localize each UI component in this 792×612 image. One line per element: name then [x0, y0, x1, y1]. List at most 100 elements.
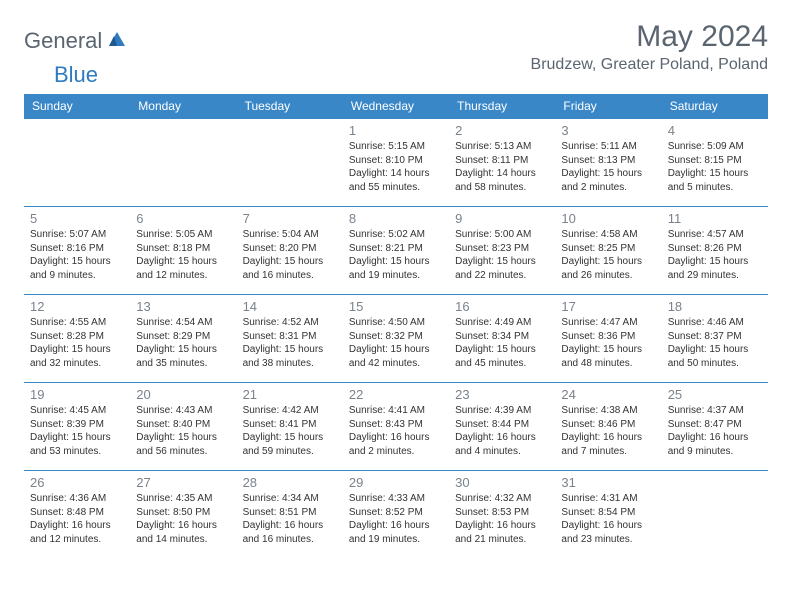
day-number: 7 [243, 211, 337, 226]
day-cell: 13Sunrise: 4:54 AMSunset: 8:29 PMDayligh… [130, 295, 236, 383]
day-cell: 26 Sunrise: 4:36 AMSunset: 8:48 PMDayligh… [24, 471, 130, 559]
day-number: 10 [561, 211, 655, 226]
day-cell-empty [662, 471, 768, 559]
day-header-tuesday: Tuesday [237, 94, 343, 119]
calendar-page: General May 2024 Brudzew, Greater Poland… [0, 0, 792, 579]
day-number: 4 [668, 123, 762, 138]
day-number: 22 [349, 387, 443, 402]
day-cell: 29 Sunrise: 4:33 AMSunset: 8:52 PMDayligh… [343, 471, 449, 559]
day-header-thursday: Thursday [449, 94, 555, 119]
day-info: Sunrise: 4:31 AMSunset: 8:54 PMDaylight:… [561, 492, 655, 546]
day-number: 31 [561, 475, 655, 490]
month-title: May 2024 [531, 20, 768, 54]
day-number: 1 [349, 123, 443, 138]
day-info: Sunrise: 4:33 AMSunset: 8:52 PMDaylight:… [349, 492, 443, 546]
day-cell: 8 Sunrise: 5:02 AMSunset: 8:21 PMDaylight… [343, 207, 449, 295]
day-number: 24 [561, 387, 655, 402]
day-info: Sunrise: 4:55 AMSunset: 8:28 PMDaylight:… [30, 316, 124, 370]
day-number: 17 [561, 299, 655, 314]
day-cell: 25Sunrise: 4:37 AMSunset: 8:47 PMDayligh… [662, 383, 768, 471]
day-number: 27 [136, 475, 230, 490]
day-number: 29 [349, 475, 443, 490]
day-number: 30 [455, 475, 549, 490]
day-header-wednesday: Wednesday [343, 94, 449, 119]
day-info: Sunrise: 4:39 AMSunset: 8:44 PMDaylight:… [455, 404, 549, 458]
day-info: Sunrise: 4:41 AMSunset: 8:43 PMDaylight:… [349, 404, 443, 458]
day-cell: 14Sunrise: 4:52 AMSunset: 8:31 PMDayligh… [237, 295, 343, 383]
day-number: 26 [30, 475, 124, 490]
day-cell: 7 Sunrise: 5:04 AMSunset: 8:20 PMDaylight… [237, 207, 343, 295]
day-number: 23 [455, 387, 549, 402]
day-cell: 22 Sunrise: 4:41 AMSunset: 8:43 PMDayligh… [343, 383, 449, 471]
day-info: Sunrise: 4:47 AMSunset: 8:36 PMDaylight:… [561, 316, 655, 370]
day-number: 12 [30, 299, 124, 314]
day-info: Sunrise: 4:37 AMSunset: 8:47 PMDaylight:… [668, 404, 762, 458]
day-number: 11 [668, 211, 762, 226]
day-cell: 19 Sunrise: 4:45 AMSunset: 8:39 PMDayligh… [24, 383, 130, 471]
day-number: 2 [455, 123, 549, 138]
calendar-week-row: 1 Sunrise: 5:15 AMSunset: 8:10 PMDaylight… [24, 119, 768, 207]
day-info: Sunrise: 5:13 AMSunset: 8:11 PMDaylight:… [455, 140, 549, 194]
calendar-table: SundayMondayTuesdayWednesdayThursdayFrid… [24, 94, 768, 559]
day-cell: 31 Sunrise: 4:31 AMSunset: 8:54 PMDayligh… [555, 471, 661, 559]
day-header-sunday: Sunday [24, 94, 130, 119]
day-cell: 20 Sunrise: 4:43 AMSunset: 8:40 PMDayligh… [130, 383, 236, 471]
day-cell: 9Sunrise: 5:00 AMSunset: 8:23 PMDaylight… [449, 207, 555, 295]
day-info: Sunrise: 5:04 AMSunset: 8:20 PMDaylight:… [243, 228, 337, 282]
day-cell: 17 Sunrise: 4:47 AMSunset: 8:36 PMDayligh… [555, 295, 661, 383]
logo: General [24, 28, 129, 54]
day-cell: 12 Sunrise: 4:55 AMSunset: 8:28 PMDayligh… [24, 295, 130, 383]
day-info: Sunrise: 4:54 AMSunset: 8:29 PMDaylight:… [136, 316, 230, 370]
logo-sail-icon [107, 30, 127, 53]
day-info: Sunrise: 4:42 AMSunset: 8:41 PMDaylight:… [243, 404, 337, 458]
day-info: Sunrise: 4:34 AMSunset: 8:51 PMDaylight:… [243, 492, 337, 546]
day-info: Sunrise: 5:15 AMSunset: 8:10 PMDaylight:… [349, 140, 443, 194]
day-number: 5 [30, 211, 124, 226]
day-cell: 5 Sunrise: 5:07 AMSunset: 8:16 PMDaylight… [24, 207, 130, 295]
day-info: Sunrise: 5:05 AMSunset: 8:18 PMDaylight:… [136, 228, 230, 282]
day-number: 18 [668, 299, 762, 314]
day-number: 20 [136, 387, 230, 402]
day-cell: 2 Sunrise: 5:13 AMSunset: 8:11 PMDaylight… [449, 119, 555, 207]
logo-text-blue: Blue [54, 62, 792, 88]
day-info: Sunrise: 4:46 AMSunset: 8:37 PMDaylight:… [668, 316, 762, 370]
day-cell: 6Sunrise: 5:05 AMSunset: 8:18 PMDaylight… [130, 207, 236, 295]
day-cell: 21 Sunrise: 4:42 AMSunset: 8:41 PMDayligh… [237, 383, 343, 471]
day-cell: 1 Sunrise: 5:15 AMSunset: 8:10 PMDaylight… [343, 119, 449, 207]
day-info: Sunrise: 5:07 AMSunset: 8:16 PMDaylight:… [30, 228, 124, 282]
day-cell: 30 Sunrise: 4:32 AMSunset: 8:53 PMDayligh… [449, 471, 555, 559]
day-info: Sunrise: 4:43 AMSunset: 8:40 PMDaylight:… [136, 404, 230, 458]
calendar-body: 1 Sunrise: 5:15 AMSunset: 8:10 PMDaylight… [24, 119, 768, 559]
calendar-week-row: 12 Sunrise: 4:55 AMSunset: 8:28 PMDayligh… [24, 295, 768, 383]
day-cell: 10 Sunrise: 4:58 AMSunset: 8:25 PMDayligh… [555, 207, 661, 295]
day-cell: 24 Sunrise: 4:38 AMSunset: 8:46 PMDayligh… [555, 383, 661, 471]
day-info: Sunrise: 4:49 AMSunset: 8:34 PMDaylight:… [455, 316, 549, 370]
day-cell: 16 Sunrise: 4:49 AMSunset: 8:34 PMDayligh… [449, 295, 555, 383]
day-cell: 27 Sunrise: 4:35 AMSunset: 8:50 PMDayligh… [130, 471, 236, 559]
day-number: 15 [349, 299, 443, 314]
day-number: 19 [30, 387, 124, 402]
day-info: Sunrise: 4:52 AMSunset: 8:31 PMDaylight:… [243, 316, 337, 370]
day-info: Sunrise: 4:32 AMSunset: 8:53 PMDaylight:… [455, 492, 549, 546]
day-cell: 3Sunrise: 5:11 AMSunset: 8:13 PMDaylight… [555, 119, 661, 207]
day-cell-empty [24, 119, 130, 207]
day-info: Sunrise: 4:45 AMSunset: 8:39 PMDaylight:… [30, 404, 124, 458]
day-info: Sunrise: 4:36 AMSunset: 8:48 PMDaylight:… [30, 492, 124, 546]
calendar-header-row: SundayMondayTuesdayWednesdayThursdayFrid… [24, 94, 768, 119]
day-info: Sunrise: 5:09 AMSunset: 8:15 PMDaylight:… [668, 140, 762, 194]
day-cell: 4 Sunrise: 5:09 AMSunset: 8:15 PMDaylight… [662, 119, 768, 207]
day-cell-empty [130, 119, 236, 207]
day-info: Sunrise: 4:35 AMSunset: 8:50 PMDaylight:… [136, 492, 230, 546]
day-header-monday: Monday [130, 94, 236, 119]
calendar-week-row: 26 Sunrise: 4:36 AMSunset: 8:48 PMDayligh… [24, 471, 768, 559]
day-number: 8 [349, 211, 443, 226]
day-info: Sunrise: 5:02 AMSunset: 8:21 PMDaylight:… [349, 228, 443, 282]
day-cell: 28Sunrise: 4:34 AMSunset: 8:51 PMDayligh… [237, 471, 343, 559]
day-header-saturday: Saturday [662, 94, 768, 119]
day-info: Sunrise: 4:38 AMSunset: 8:46 PMDaylight:… [561, 404, 655, 458]
day-info: Sunrise: 4:50 AMSunset: 8:32 PMDaylight:… [349, 316, 443, 370]
day-number: 21 [243, 387, 337, 402]
day-info: Sunrise: 4:58 AMSunset: 8:25 PMDaylight:… [561, 228, 655, 282]
day-number: 16 [455, 299, 549, 314]
day-cell-empty [237, 119, 343, 207]
